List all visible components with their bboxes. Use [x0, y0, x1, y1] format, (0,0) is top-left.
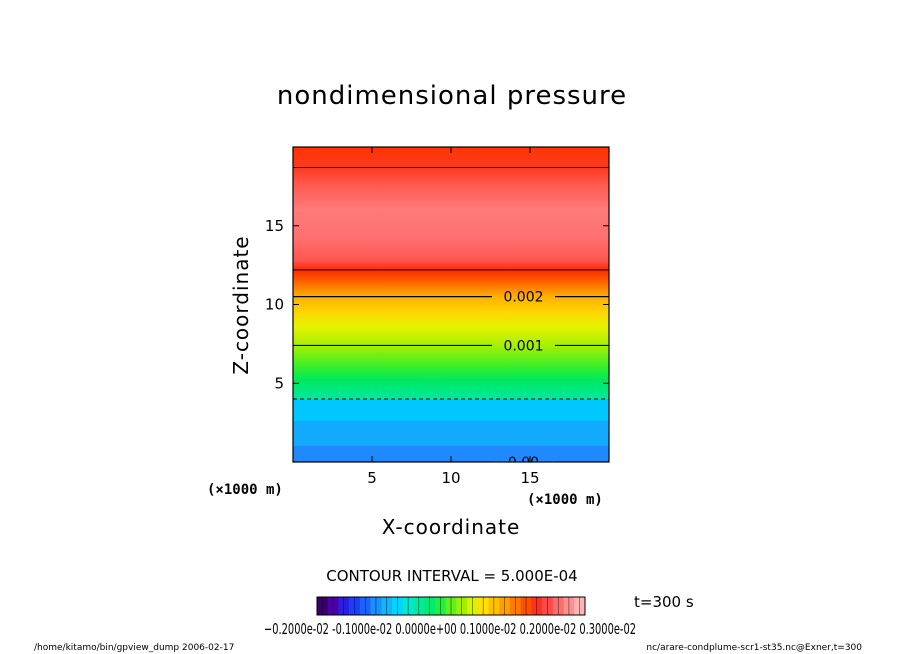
colorbar-cell: [451, 597, 457, 615]
colorbar-cell: [526, 597, 532, 615]
contour-lines: 0.00 0.001 0.002: [293, 166, 609, 471]
colorbar-frame: [316, 596, 586, 616]
colorbar-cell: [386, 597, 393, 615]
colorbar-cell: [579, 597, 586, 615]
colorbar-cell: [418, 597, 425, 615]
colorbar-cell: [515, 597, 521, 615]
colorbar-cell: [402, 597, 409, 615]
colorbar-cell: [456, 597, 463, 615]
y-tick-label: 15: [265, 217, 284, 235]
x-tick-label: 15: [520, 469, 539, 487]
colorbar-cell: [467, 597, 473, 615]
colorbar-cell: [563, 597, 570, 615]
colorbar-cell: [536, 597, 543, 615]
colorbar-cell: [317, 597, 323, 615]
central-dip: [393, 438, 513, 462]
chart-title: nondimensional pressure: [277, 81, 627, 111]
y-tick-label: 5: [274, 374, 284, 392]
y-axis-ticks: 5 10 15: [265, 217, 609, 392]
x-axis-ticks: 5 10 15: [367, 147, 540, 487]
colorbar-cell: [504, 597, 511, 615]
colorbar-cell: [531, 597, 538, 615]
colorbar-cell: [547, 597, 554, 615]
colorbar-cell: [568, 597, 575, 615]
colorbar-labels: −0.2000e-02 -0.1000e-02 0.0000e+00 0.100…: [264, 620, 636, 638]
colorbar-cell: [322, 597, 329, 615]
colorbar-cell: [520, 597, 527, 615]
colorbar-cell: [509, 597, 516, 615]
colorbar-cell: [359, 597, 366, 615]
colorbar-cell: [327, 597, 334, 615]
x-axis-label: X-coordinate: [382, 515, 521, 539]
colorbar-cell: [434, 597, 441, 615]
contour-label: 0.002: [503, 290, 543, 306]
colorbar-cell: [338, 597, 345, 615]
colorbar-cell: [472, 597, 479, 615]
colorbar-cell: [477, 597, 484, 615]
contour-label: 0.00: [508, 455, 539, 471]
x-axis-unit: (×1000 m): [527, 492, 603, 508]
colorbar-cell: [558, 597, 564, 615]
colorbar-cell: [542, 597, 548, 615]
contour-label: 0.001: [503, 338, 543, 354]
contour-interval-label: CONTOUR INTERVAL = 5.000E-04: [326, 567, 577, 585]
y-axis-label: Z-coordinate: [229, 235, 253, 374]
colorbar-cell: [333, 597, 339, 615]
colorbar-cell: [429, 597, 436, 615]
colorbar-cell: [381, 597, 387, 615]
time-label: t=300 s: [634, 593, 694, 611]
colorbar: [317, 597, 586, 615]
colorbar-cell: [493, 597, 500, 615]
colorbar-cell: [424, 597, 430, 615]
footer-right-path: nc/arare-condplume-scr1-st35.nc@Exner,t=…: [646, 643, 862, 653]
colorbar-cell: [354, 597, 361, 615]
colorbar-cell: [483, 597, 489, 615]
y-axis-unit: (×1000 m): [207, 482, 283, 498]
colorbar-cell: [461, 597, 468, 615]
colorbar-cell: [343, 597, 350, 615]
y-tick-label: 10: [265, 296, 284, 314]
colorbar-cell: [488, 597, 495, 615]
colorbar-cell: [392, 597, 398, 615]
colorbar-cell: [375, 597, 382, 615]
colorbar-cell: [440, 597, 446, 615]
colorbar-cell: [349, 597, 355, 615]
colorbar-cell: [445, 597, 452, 615]
footer-left-path: /home/kitamo/bin/gpview_dump 2006-02-17: [34, 643, 234, 653]
colorbar-cell: [408, 597, 414, 615]
pressure-field: [293, 147, 609, 462]
colorbar-cell: [413, 597, 420, 615]
colorbar-cell: [574, 597, 580, 615]
colorbar-cell: [370, 597, 377, 615]
colorbar-cell: [365, 597, 371, 615]
colorbar-cell: [499, 597, 505, 615]
plot-area: 0.00 0.001 0.002: [293, 147, 609, 471]
colorbar-cell: [552, 597, 559, 615]
colorbar-cell: [397, 597, 404, 615]
x-tick-label: 5: [367, 469, 377, 487]
x-tick-label: 10: [441, 469, 460, 487]
